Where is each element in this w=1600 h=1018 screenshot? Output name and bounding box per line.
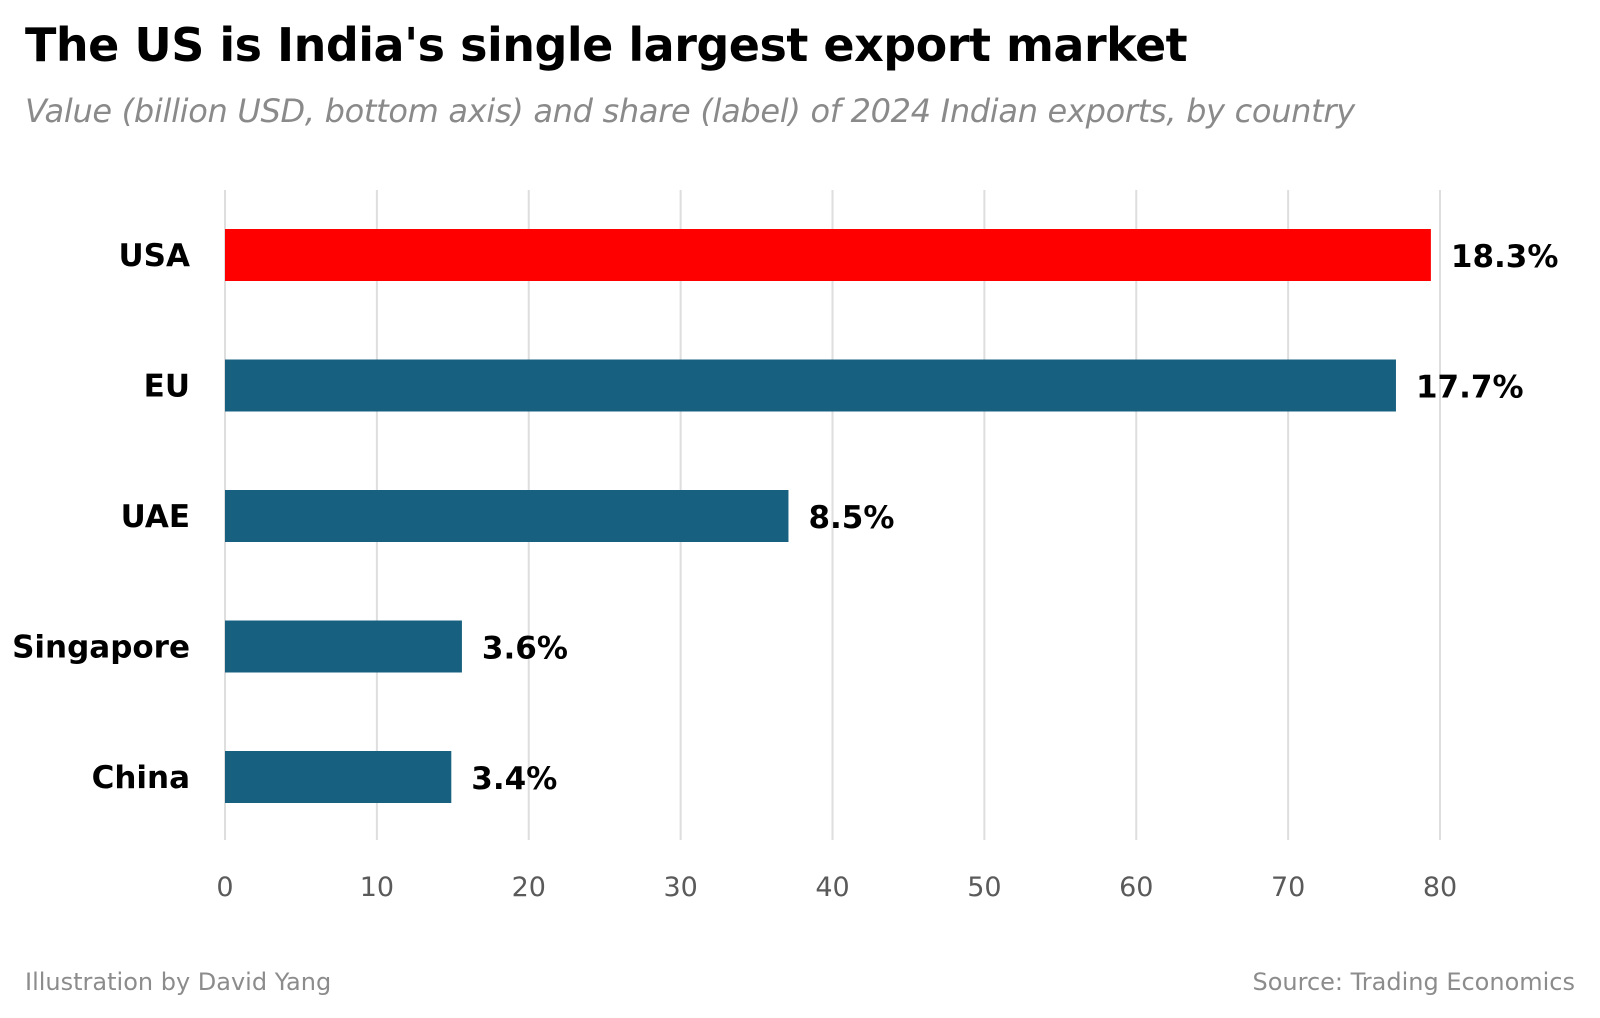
x-tick-label-60: 60 [1119, 872, 1153, 903]
data-label-singapore: 3.6% [482, 631, 568, 667]
x-tick-label-70: 70 [1271, 872, 1305, 903]
bar-eu [225, 359, 1396, 412]
source-text: Source: Trading Economics [1252, 968, 1575, 996]
x-tick-label-30: 30 [663, 872, 697, 903]
bars [225, 229, 1431, 803]
x-tick-label-80: 80 [1423, 872, 1457, 903]
data-label-uae: 8.5% [808, 500, 894, 536]
x-tick-label-50: 50 [967, 872, 1001, 903]
x-tick-label-20: 20 [512, 872, 546, 903]
category-label-singapore: Singapore [12, 630, 190, 666]
x-tick-label-40: 40 [815, 872, 849, 903]
bar-usa [225, 229, 1431, 281]
data-labels: 18.3% 17.7% 8.5% 3.6% 3.4% [471, 239, 1558, 797]
category-label-uae: UAE [121, 499, 190, 535]
data-label-usa: 18.3% [1451, 239, 1559, 275]
bar-china [225, 751, 452, 803]
x-tick-label-0: 0 [216, 872, 233, 903]
chart-title: The US is India's single largest export … [25, 18, 1188, 72]
x-tick-label-10: 10 [360, 872, 394, 903]
credit-text: Illustration by David Yang [25, 968, 332, 996]
bar-uae [225, 490, 789, 542]
category-label-eu: EU [144, 369, 190, 405]
data-label-china: 3.4% [471, 761, 557, 797]
chart-subtitle: Value (billion USD, bottom axis) and sha… [25, 92, 1355, 130]
x-axis-ticks: 0 10 20 30 40 50 60 70 80 [216, 872, 1457, 903]
category-label-usa: USA [119, 238, 191, 274]
bar-singapore [225, 620, 462, 673]
category-label-china: China [92, 760, 190, 796]
data-label-eu: 17.7% [1416, 370, 1524, 406]
category-labels: USA EU UAE Singapore China [12, 238, 190, 796]
